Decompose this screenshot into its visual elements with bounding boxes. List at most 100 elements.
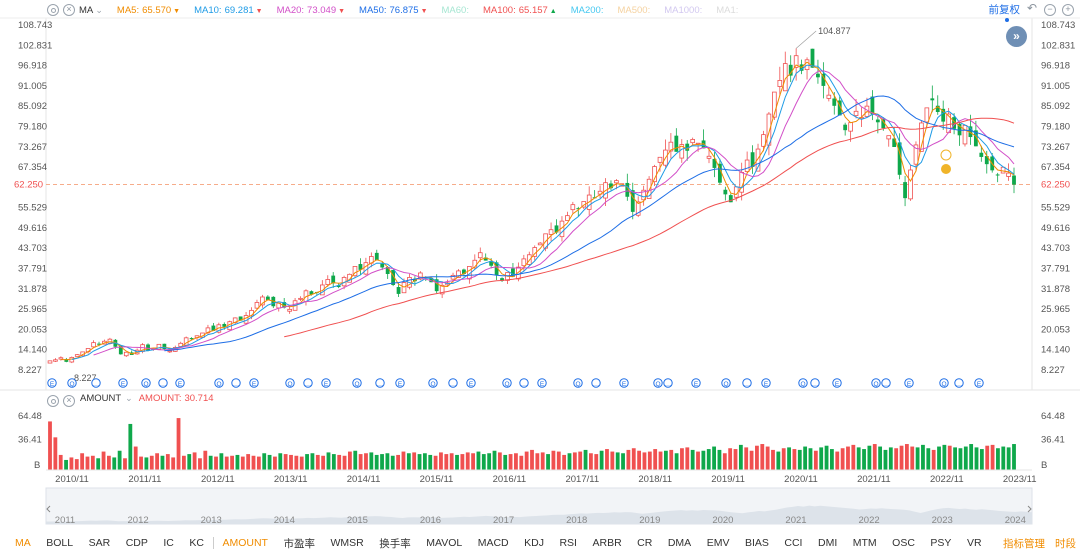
x-tick: 2017/11 <box>565 474 599 485</box>
volume-bar <box>856 447 861 470</box>
settings-gear-icon[interactable] <box>47 4 59 16</box>
volume-bar <box>728 448 733 470</box>
tab-sar[interactable]: SAR <box>88 537 111 549</box>
amount-indicator-select[interactable]: AMOUNT <box>80 393 122 404</box>
ma10-value: 69.281 <box>224 4 254 16</box>
candle-body <box>810 48 815 68</box>
y-tick-right: 108.743 <box>1041 20 1075 31</box>
tab-macd[interactable]: MACD <box>477 537 509 549</box>
amount-settings-gear-icon[interactable] <box>47 395 59 407</box>
volume-bar <box>899 445 904 470</box>
period-button[interactable]: 时段 <box>1055 537 1076 550</box>
navigator-year: 2012 <box>128 515 149 526</box>
tab-boll[interactable]: BOLL <box>46 537 74 549</box>
tab-dma[interactable]: DMA <box>667 537 692 549</box>
event-marker-glyph: Q <box>354 381 359 388</box>
x-tick: 2012/11 <box>201 474 235 485</box>
candle-body <box>282 302 287 308</box>
event-marker-glyph: … <box>160 381 167 388</box>
candle-body <box>908 169 913 200</box>
event-marker-icon <box>761 378 771 388</box>
volume-bar <box>819 447 824 470</box>
tab-ic[interactable]: IC <box>163 537 174 549</box>
event-marker-glyph: E <box>907 381 912 388</box>
navigator-year: 2022 <box>859 515 880 526</box>
volume-bar <box>385 453 390 470</box>
tab-mavol[interactable]: MAVOL <box>426 537 463 549</box>
x-tick: 2014/11 <box>347 474 381 485</box>
tab-psy[interactable]: PSY <box>930 537 952 549</box>
tab-cdp[interactable]: CDP <box>125 537 148 549</box>
down-triangle-icon: ▼ <box>255 7 263 15</box>
navigator-year: 2019 <box>639 515 660 526</box>
tab-ma[interactable]: MA <box>15 537 31 549</box>
tab-mtm[interactable]: MTM <box>852 537 877 549</box>
tab-arbr[interactable]: ARBR <box>592 537 622 549</box>
tab-cr[interactable]: CR <box>637 537 653 549</box>
indicator-manage-button[interactable]: 指标管理 <box>1003 537 1046 550</box>
event-marker-glyph: … <box>744 381 751 388</box>
tab-osc[interactable]: OSC <box>892 537 915 549</box>
volume-bar <box>706 449 711 470</box>
candle-body <box>979 152 984 157</box>
expand-arrows-icon[interactable]: » <box>1006 26 1027 47</box>
y-tick-left: 55.529 <box>18 203 47 214</box>
tab-amount[interactable]: AMOUNT <box>222 537 268 549</box>
event-marker-icon <box>285 378 295 388</box>
candle-body <box>641 189 646 201</box>
candle-body <box>494 262 499 276</box>
navigator-year: 2017 <box>493 515 514 526</box>
ma10-label: MA10: <box>194 4 222 16</box>
tab-bias[interactable]: BIAS <box>744 537 769 549</box>
chevron-down-icon[interactable]: ⌄ <box>125 393 133 403</box>
event-marker-glyph: … <box>521 381 528 388</box>
max-annotation: 104.877 <box>818 26 851 36</box>
candle-body <box>668 141 674 152</box>
volume-bar <box>256 456 261 470</box>
volume-bar <box>685 447 690 470</box>
adjust-button[interactable]: 前复权 <box>988 4 1021 16</box>
tab-kdj[interactable]: KDJ <box>524 537 544 549</box>
volume-bar <box>658 451 663 470</box>
tab-dmi[interactable]: DMI <box>817 537 838 549</box>
tab-vr[interactable]: VR <box>966 537 982 549</box>
indicator-select[interactable]: MA ⌄ <box>79 5 103 16</box>
tab-cci[interactable]: CCI <box>784 537 803 549</box>
volume-bar <box>358 454 363 470</box>
tab-wmsr[interactable]: WMSR <box>330 537 364 549</box>
tab-kc[interactable]: KC <box>189 537 204 549</box>
undo-icon[interactable]: ↶ <box>1026 0 1038 15</box>
tab-市盈率[interactable]: 市盈率 <box>283 537 315 550</box>
tab-换手率[interactable]: 换手率 <box>379 537 411 550</box>
zoom-in-icon[interactable]: + <box>1062 3 1074 16</box>
candle-body <box>565 215 570 221</box>
candle-body <box>744 159 750 172</box>
volume-bar <box>406 453 411 470</box>
zoom-out-icon[interactable]: − <box>1044 3 1056 16</box>
tab-emv[interactable]: EMV <box>706 537 730 549</box>
candle-body <box>701 140 706 149</box>
candle-body <box>336 285 341 288</box>
y-tick-right: 67.354 <box>1041 162 1070 173</box>
ma5-label: MA5: <box>116 4 140 16</box>
close-icon[interactable]: × <box>63 4 75 16</box>
volume-tick-right: 64.48 <box>1041 411 1065 422</box>
volume-bar <box>787 447 791 470</box>
tab-rsi[interactable]: RSI <box>559 537 577 549</box>
amount-close-icon[interactable]: × <box>63 395 75 407</box>
event-marker-glyph: … <box>305 381 312 388</box>
volume-bar <box>305 454 309 470</box>
y-tick-left: 85.092 <box>18 101 47 112</box>
candle-body <box>47 360 53 364</box>
candle-body <box>396 287 401 294</box>
amount-value: 30.714 <box>184 393 214 404</box>
candle-body <box>973 130 978 147</box>
candle-body <box>325 279 331 285</box>
ma10-legend: MA10: 69.281 ▼ <box>194 5 262 16</box>
amount-legend-bar: AMOUNT ⌄ AMOUNT: 30.714 <box>80 393 214 404</box>
volume-bar <box>813 450 818 470</box>
volume-bar <box>680 448 684 470</box>
candle-body <box>91 342 96 348</box>
navigator-year: 2014 <box>274 515 295 526</box>
